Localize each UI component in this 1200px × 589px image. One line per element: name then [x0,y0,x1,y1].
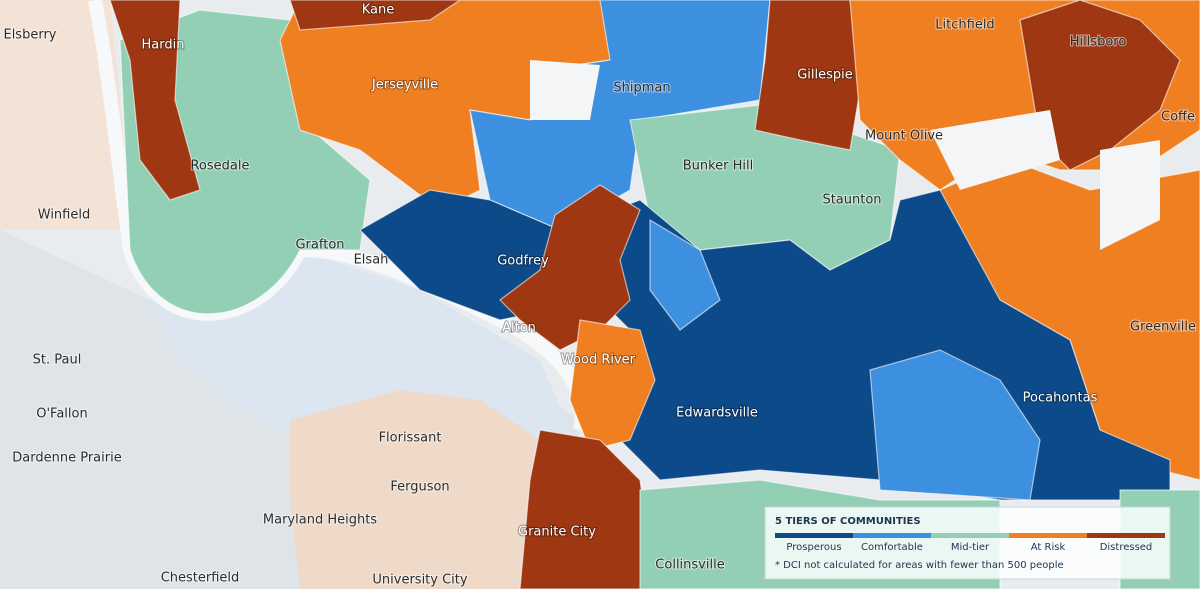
place-label: Staunton [822,193,881,208]
place-label: Ferguson [390,480,449,495]
place-label: Kane [362,3,395,18]
place-label: Dardenne Prairie [12,451,121,466]
place-label: Greenville [1130,320,1196,335]
legend-label: At Risk [1031,542,1066,553]
region [869,349,1041,501]
no-data-area [530,60,1160,250]
place-label: Hardin [142,38,185,53]
place-label: Mount Olive [865,129,943,144]
region [289,0,462,31]
legend-label: Mid-tier [951,542,990,553]
legend-swatch [1009,533,1087,538]
legend-label: Prosperous [786,542,841,553]
place-label: O'Fallon [36,407,87,422]
place-label: Granite City [518,525,596,540]
legend-swatch [931,533,1009,538]
place-label: Grafton [295,238,344,253]
place-label: Wood River [561,353,636,368]
region [569,319,656,451]
legend-swatch [853,533,931,538]
legend-box [764,506,1171,580]
regions [109,0,1200,589]
place-label: Maryland Heights [263,513,377,528]
place-label: Pocahontas [1023,391,1098,406]
place-label: Godfrey [497,254,549,269]
place-label: Chesterfield [161,571,240,586]
legend-title: 5 TIERS OF COMMUNITIES [775,516,921,527]
place-label: Elsberry [3,28,56,43]
legend-swatch [775,533,853,538]
place-label: Edwardsville [676,406,758,421]
place-label: Bunker Hill [683,159,754,174]
place-label: Jerseyville [371,78,438,93]
region [1019,0,1181,171]
legend: 5 TIERS OF COMMUNITIES * DCI not calcula… [764,506,1171,580]
place-label: University City [372,573,467,588]
place-label: Shipman [613,81,670,96]
place-label: Hillsboro [1070,35,1127,50]
place-label: Litchfield [935,18,994,33]
region [119,9,371,315]
place-label: Rosedale [190,159,249,174]
place-label: Alton [502,321,536,336]
region [109,0,201,201]
land [290,390,540,589]
legend-label: Distressed [1100,542,1153,553]
place-label: Collinsville [655,558,724,573]
place-label: Gillespie [797,68,853,83]
region [649,218,721,331]
region [519,429,656,589]
place-label: Winfield [38,208,90,223]
place-label: Coffe [1161,110,1195,125]
legend-label: Comfortable [861,542,923,553]
legend-note: * DCI not calculated for areas with fewe… [775,560,1064,571]
place-label: Florissant [379,431,442,446]
place-label: St. Paul [33,353,82,368]
place-label: Elsah [354,253,389,268]
legend-swatch [1087,533,1165,538]
